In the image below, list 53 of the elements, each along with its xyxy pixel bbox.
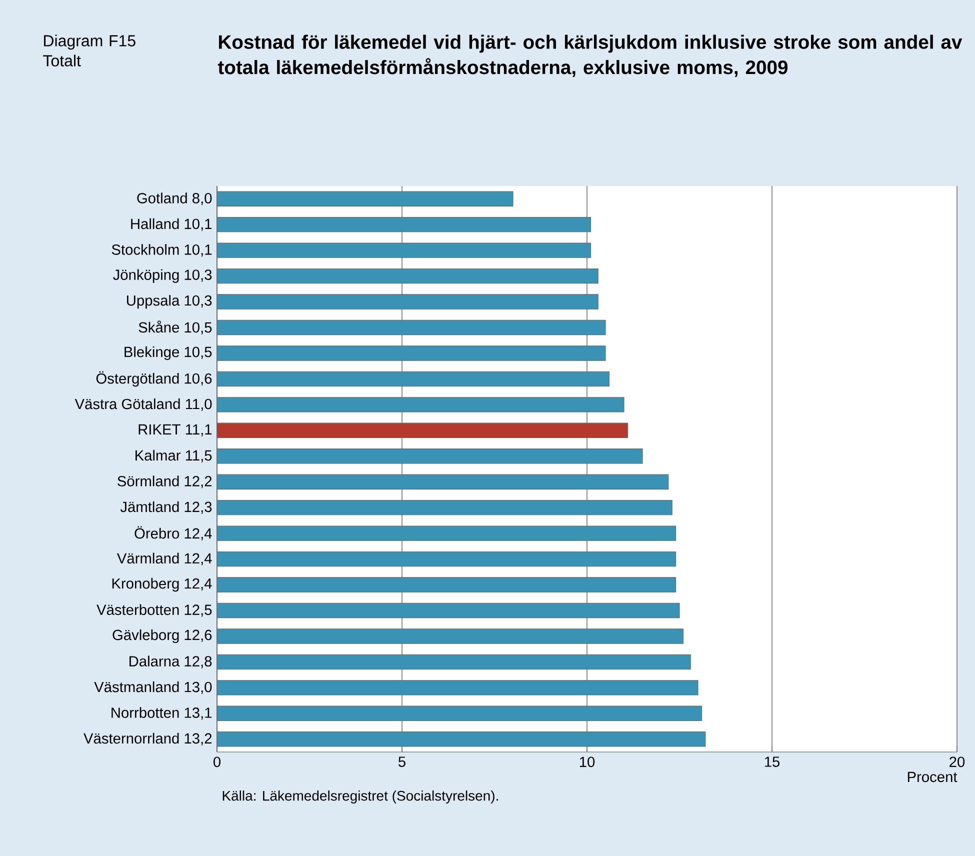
y-tick-label: Östergötland 10,6 <box>96 371 212 387</box>
y-tick-label: Örebro 12,4 <box>134 526 212 540</box>
y-tick-label: Kalmar 11,5 <box>136 450 212 462</box>
y-tick-label: Jämtland 12,3 <box>120 501 212 514</box>
x-tick-label: 10 <box>580 756 595 768</box>
y-tick-label: Västra Götaland 11,0 <box>74 398 212 411</box>
y-tick-label: Kronoberg 12,4 <box>112 578 212 592</box>
x-tick-label: 5 <box>398 756 406 767</box>
y-tick-label: Skåne 10,5 <box>138 320 212 334</box>
bar <box>216 397 624 412</box>
chart-title: Kostnad för läkemedel vid hjärt- och kärlsjukdom inklusive stroke som andel av totala läkemedelsförmånskostnaderna, exklusive moms, 2009 <box>218 34 962 78</box>
y-tick-label: Norrbotten 13,1 <box>112 707 212 720</box>
bar <box>216 268 598 284</box>
bar <box>216 216 591 232</box>
x-axis-title: Procent <box>908 772 958 782</box>
y-tick-label: Halland 10,1 <box>131 218 212 231</box>
bar <box>216 474 669 490</box>
bar <box>216 577 676 592</box>
bar <box>216 294 598 310</box>
y-tick-label: Västerbotten 12,5 <box>96 604 212 617</box>
y-tick-label: Värmland 12,4 <box>116 552 212 566</box>
bar <box>216 680 698 696</box>
text: Källa: Läkemedelsregistret (Socialstyrelsen). <box>222 790 498 804</box>
y-tick-label: Västmanland 13,0 <box>94 681 212 694</box>
x-tick-label: 0 <box>213 756 220 768</box>
x-tick-label: 20 <box>950 756 965 768</box>
bar <box>216 242 591 258</box>
y-tick-label: Gävleborg 12,6 <box>112 629 212 644</box>
bar <box>216 602 680 618</box>
bar <box>216 422 628 438</box>
y-tick-label: Gotland 8,0 <box>137 192 212 206</box>
bar <box>216 448 643 464</box>
y-tick-label: Jönköping 10,3 <box>113 269 212 283</box>
y-tick-label: Uppsala 10,3 <box>126 294 212 309</box>
y-tick-label: RIKET 11,1 <box>138 424 212 436</box>
bar <box>216 191 514 206</box>
bar <box>216 706 702 722</box>
bar <box>216 320 606 336</box>
x-tick-label: 15 <box>764 756 780 767</box>
chart-subtitle: Diagram F15 Totalt <box>43 34 136 66</box>
bar <box>216 500 672 516</box>
y-tick-label: Sörmland 12,2 <box>118 476 212 488</box>
bar <box>216 654 691 670</box>
bar <box>216 732 706 747</box>
y-tick-label: Dalarna 12,8 <box>130 656 212 668</box>
y-tick-label: Blekinge 10,5 <box>124 346 212 360</box>
bar <box>216 371 610 387</box>
bar <box>216 551 676 567</box>
y-tick-label: Västernorrland 13,2 <box>84 732 212 746</box>
y-tick-label: Stockholm 10,1 <box>112 244 212 257</box>
bar <box>216 346 606 361</box>
bar <box>216 526 676 541</box>
bar <box>216 628 684 644</box>
